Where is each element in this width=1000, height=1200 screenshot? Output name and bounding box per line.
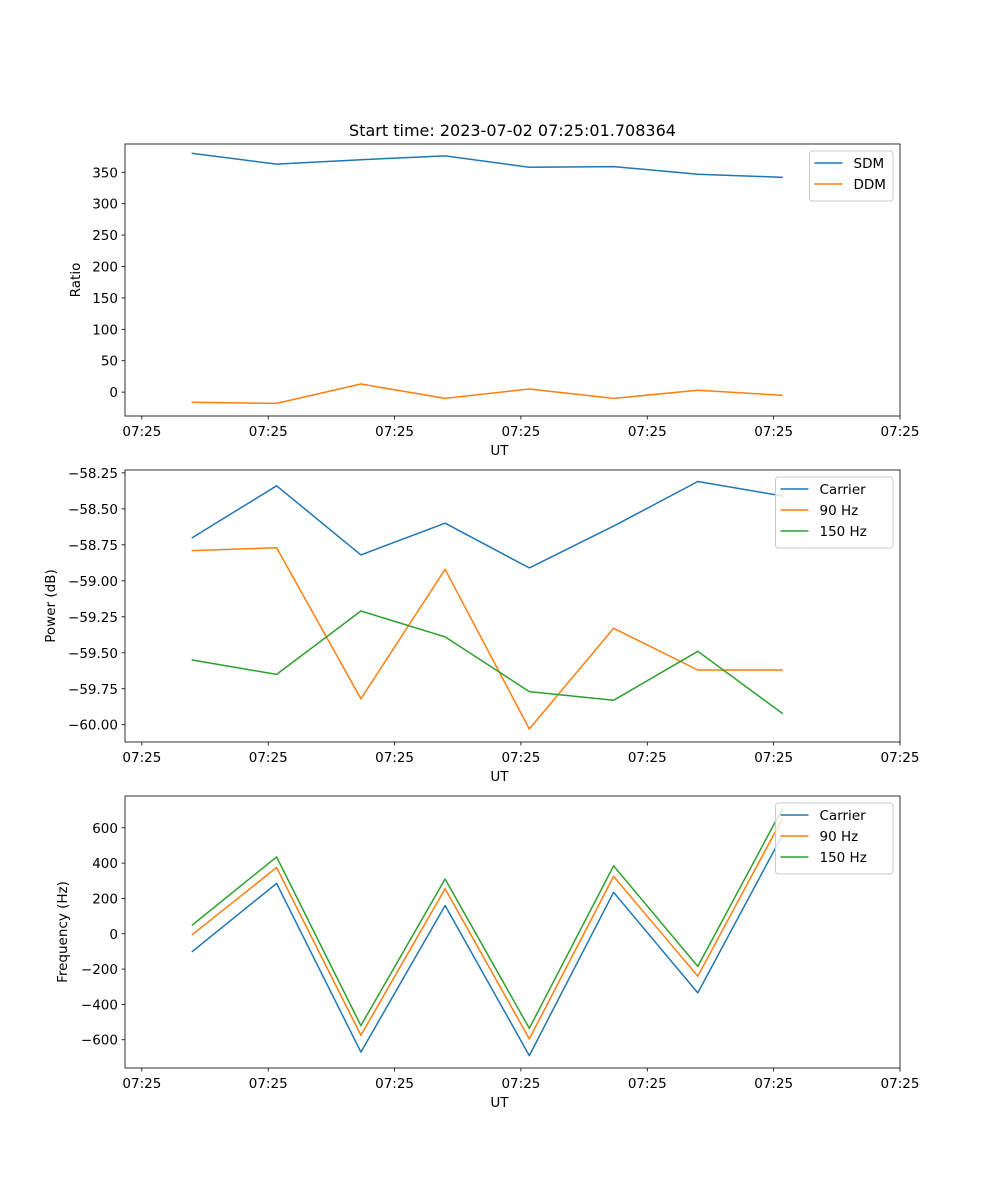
legend-label: SDM <box>854 156 885 172</box>
y-tick-label: −400 <box>81 997 118 1013</box>
y-tick-label: −200 <box>81 962 118 978</box>
series-line-carrier <box>191 834 784 1057</box>
x-tick-label: 07:25 <box>375 1076 414 1092</box>
x-tick-label: 07:25 <box>881 424 920 440</box>
y-tick-label: −59.25 <box>68 610 118 626</box>
legend-label: 90 Hz <box>820 503 859 519</box>
x-axis-label: UT <box>490 443 509 459</box>
x-tick-label: 07:25 <box>249 424 288 440</box>
y-tick-label: 600 <box>92 821 118 837</box>
x-tick-label: 07:25 <box>881 750 920 766</box>
y-tick-label: 0 <box>109 385 118 401</box>
chart-title: Start time: 2023-07-02 07:25:01.708364 <box>349 121 676 140</box>
y-tick-label: 300 <box>92 197 118 213</box>
x-axis-label: UT <box>490 769 509 785</box>
x-tick-label: 07:25 <box>754 750 793 766</box>
y-tick-label: 200 <box>92 259 118 275</box>
x-tick-label: 07:25 <box>501 750 540 766</box>
legend-label: 90 Hz <box>820 829 859 845</box>
y-tick-label: −58.25 <box>68 466 118 482</box>
y-axis-label: Frequency (Hz) <box>55 881 71 983</box>
x-tick-label: 07:25 <box>628 1076 667 1092</box>
y-axis-label: Ratio <box>68 263 84 298</box>
legend-label: Carrier <box>820 482 867 498</box>
y-tick-label: −600 <box>81 1033 118 1049</box>
x-tick-label: 07:25 <box>375 424 414 440</box>
y-tick-label: −60.00 <box>68 718 118 734</box>
series-line-150-hz <box>191 610 784 715</box>
y-tick-label: 350 <box>92 165 118 181</box>
series-line-90-hz <box>191 817 784 1040</box>
axes-frame <box>124 469 901 743</box>
x-axis-label: UT <box>490 1095 509 1111</box>
y-axis-label: Power (dB) <box>43 569 59 642</box>
series-line-carrier <box>191 480 783 569</box>
y-tick-label: 100 <box>92 322 118 338</box>
x-tick-label: 07:25 <box>501 424 540 440</box>
series-line-sdm <box>191 152 783 179</box>
x-tick-label: 07:25 <box>881 1076 920 1092</box>
y-tick-label: −58.75 <box>68 538 118 554</box>
y-tick-label: −58.50 <box>68 502 118 518</box>
x-tick-label: 07:25 <box>628 750 667 766</box>
y-tick-label: 250 <box>92 228 118 244</box>
legend-label: 150 Hz <box>820 524 867 540</box>
y-tick-label: 0 <box>109 927 118 943</box>
series-line-ddm <box>191 383 783 405</box>
y-tick-label: −59.50 <box>68 646 118 662</box>
axes-frame <box>124 795 901 1069</box>
series-line-90-hz <box>191 546 783 730</box>
legend-label: 150 Hz <box>820 850 867 866</box>
y-tick-label: −59.75 <box>68 682 118 698</box>
legend-label: Carrier <box>820 808 867 824</box>
x-tick-label: 07:25 <box>754 1076 793 1092</box>
x-tick-label: 07:25 <box>375 750 414 766</box>
axes-frame <box>124 143 901 417</box>
x-tick-label: 07:25 <box>754 424 793 440</box>
y-tick-label: 150 <box>92 291 118 307</box>
x-tick-label: 07:25 <box>122 1076 161 1092</box>
series-line-150-hz <box>191 808 784 1030</box>
x-tick-label: 07:25 <box>501 1076 540 1092</box>
x-tick-label: 07:25 <box>122 750 161 766</box>
x-tick-label: 07:25 <box>122 424 161 440</box>
y-tick-label: 200 <box>92 891 118 907</box>
x-tick-label: 07:25 <box>249 750 288 766</box>
x-tick-label: 07:25 <box>628 424 667 440</box>
legend-label: DDM <box>854 177 886 193</box>
y-tick-label: −59.00 <box>68 574 118 590</box>
y-tick-label: 50 <box>101 354 118 370</box>
y-tick-label: 400 <box>92 856 118 872</box>
x-tick-label: 07:25 <box>249 1076 288 1092</box>
